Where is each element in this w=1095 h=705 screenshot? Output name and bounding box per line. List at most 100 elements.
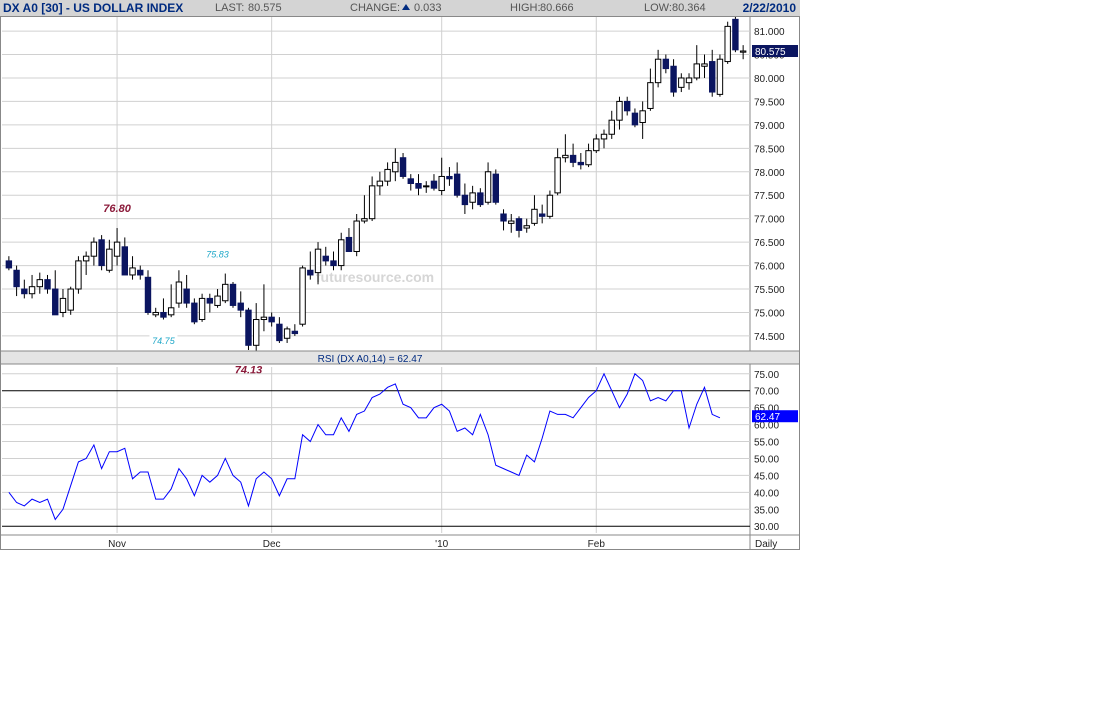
panel-separator-band bbox=[0, 350, 800, 365]
candle-body bbox=[631, 112, 639, 126]
futures-chart: DX A0 [30] - US DOLLAR INDEX LAST: 80.57… bbox=[0, 0, 800, 550]
change-value: 0.033 bbox=[414, 2, 442, 14]
candle-body bbox=[438, 175, 445, 192]
price-annotation: 75.83 bbox=[206, 250, 229, 260]
price-grid bbox=[0, 16, 800, 550]
candle-body bbox=[59, 297, 67, 313]
candle-body bbox=[492, 173, 500, 203]
price-tick-label: 81.000 bbox=[754, 27, 785, 38]
candle-body bbox=[500, 213, 507, 222]
rsi-tick-label: 75.00 bbox=[754, 370, 779, 381]
candle-body bbox=[245, 309, 252, 346]
rsi-tick-label: 50.00 bbox=[754, 454, 779, 465]
candle-body bbox=[368, 185, 376, 220]
candle-body bbox=[415, 183, 422, 189]
change-label: CHANGE: bbox=[350, 2, 401, 14]
price-tick-label: 74.500 bbox=[754, 332, 785, 343]
high-value: 80.666 bbox=[540, 2, 574, 14]
candle-body bbox=[569, 154, 577, 163]
x-tick-label: Feb bbox=[588, 539, 606, 550]
price-tick-label: 78.000 bbox=[754, 168, 785, 179]
price-annotation: 76.80 bbox=[103, 203, 131, 215]
rsi-tick-label: 35.00 bbox=[754, 505, 779, 516]
candle-body bbox=[484, 171, 492, 203]
candle-body bbox=[608, 119, 615, 135]
x-tick-label: '10 bbox=[435, 539, 448, 550]
candle-body bbox=[453, 173, 461, 196]
last-price-box bbox=[752, 45, 798, 58]
candle-body bbox=[183, 288, 190, 304]
candle-body bbox=[152, 311, 159, 316]
candle-body bbox=[678, 77, 685, 88]
candle-body bbox=[399, 157, 407, 177]
annotation-bg bbox=[149, 334, 178, 347]
candle-body bbox=[477, 192, 484, 206]
candle-body bbox=[175, 281, 183, 304]
candle-body bbox=[361, 218, 368, 222]
candle-body bbox=[639, 110, 646, 124]
candle-body bbox=[423, 185, 430, 188]
candle-body bbox=[685, 77, 693, 84]
x-tick-label: Nov bbox=[108, 539, 126, 550]
rsi-value-box bbox=[752, 410, 798, 423]
chart-date: 2/22/2010 bbox=[742, 1, 796, 15]
candle-body bbox=[546, 194, 554, 217]
candle-body bbox=[662, 58, 670, 70]
candle-body bbox=[654, 58, 662, 84]
candle-body bbox=[739, 50, 747, 53]
annotation-bg bbox=[234, 363, 263, 376]
candle-body bbox=[229, 283, 237, 306]
candle-body bbox=[75, 260, 82, 290]
candle-body bbox=[338, 239, 345, 267]
candle-body bbox=[538, 213, 546, 217]
candle-body bbox=[167, 307, 175, 316]
candle-body bbox=[330, 260, 337, 267]
low-label: LOW: bbox=[644, 2, 672, 14]
price-annotation: 74.75 bbox=[152, 336, 176, 346]
candle-body bbox=[353, 220, 360, 253]
candle-body bbox=[446, 175, 453, 180]
price-tick-label: 79.000 bbox=[754, 121, 785, 132]
candle-body bbox=[222, 283, 229, 302]
rsi-tick-label: 40.00 bbox=[754, 488, 779, 499]
rsi-value-label: 62.47 bbox=[755, 412, 780, 423]
price-tick-label: 76.500 bbox=[754, 238, 785, 249]
candle-body bbox=[129, 267, 136, 276]
candle-body bbox=[121, 246, 129, 276]
candle-body bbox=[577, 161, 585, 166]
candle-body bbox=[376, 180, 384, 187]
candle-body bbox=[461, 194, 469, 206]
rsi-tick-label: 55.00 bbox=[754, 438, 779, 449]
candle-body bbox=[600, 133, 608, 140]
rsi-axis: 30.00 35.00 40.00 45.00 50.00 55.00 60.00 65.00… bbox=[752, 370, 798, 533]
candle-body bbox=[206, 297, 214, 304]
candle-body bbox=[291, 330, 299, 335]
candle-body bbox=[322, 255, 329, 262]
price-tick-label: 75.500 bbox=[754, 285, 785, 296]
candle-body bbox=[28, 286, 36, 295]
x-axis: Nov Dec '10 Feb bbox=[0, 534, 800, 550]
candle-body bbox=[237, 302, 244, 311]
candle-body bbox=[585, 150, 592, 166]
candle-body bbox=[701, 63, 708, 67]
candle-body bbox=[647, 82, 654, 109]
price-tick-label: 75.000 bbox=[754, 308, 785, 319]
candle-body bbox=[5, 260, 13, 269]
annotations: 76.80 75.83 74.75 74.13 bbox=[103, 203, 263, 376]
rsi-tick-label: 70.00 bbox=[754, 387, 779, 398]
candle-body bbox=[44, 279, 51, 290]
candle-body bbox=[392, 161, 399, 173]
candle-body bbox=[144, 276, 152, 313]
rsi-series bbox=[8, 372, 721, 521]
candle-body bbox=[469, 192, 476, 203]
rsi-tick-label: 45.00 bbox=[754, 471, 779, 482]
price-tick-label: 78.500 bbox=[754, 144, 785, 155]
candle-body bbox=[36, 279, 43, 288]
rsi-tick-label: 65.00 bbox=[754, 404, 779, 415]
candle-body bbox=[670, 65, 677, 93]
candle-body bbox=[314, 248, 322, 274]
candle-body bbox=[554, 157, 561, 194]
candle-body bbox=[430, 180, 438, 189]
high-label: HIGH: bbox=[510, 2, 541, 14]
candle-body bbox=[515, 218, 523, 231]
